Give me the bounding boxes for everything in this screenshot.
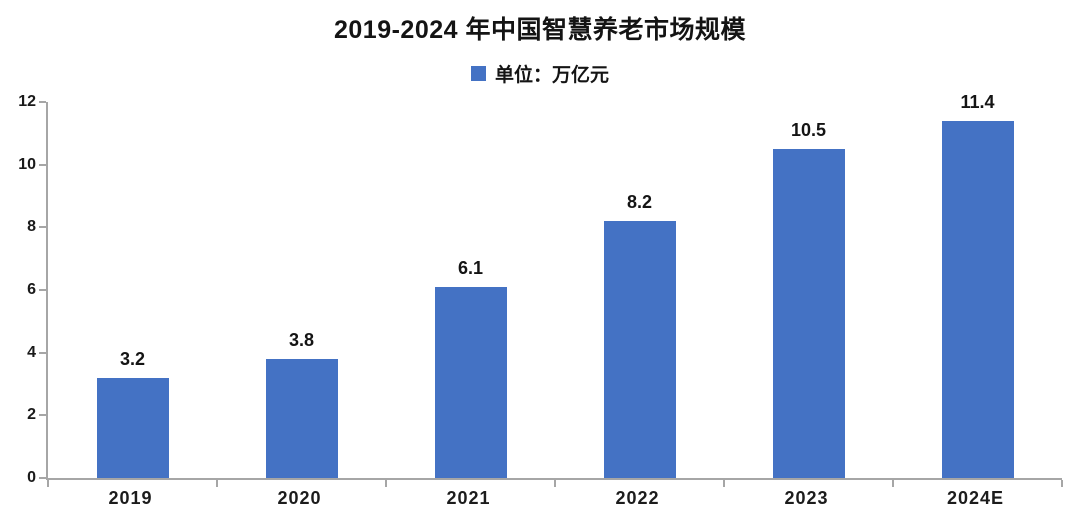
bar-cell: 3.8 [217, 102, 386, 478]
bars-container: 3.2 3.8 6.1 8.2 10.5 11.4 [48, 93, 1062, 478]
chart-title: 2019-2024 年中国智慧养老市场规模 [333, 16, 746, 44]
x-axis-tick-label: 2023 [784, 488, 829, 508]
y-axis-tick-mark [39, 163, 46, 166]
bar [434, 286, 507, 478]
x-axis-tick-label: 2020 [277, 488, 322, 508]
y-axis-tick-label: 6 [27, 281, 36, 298]
x-axis-tick-mark [215, 480, 218, 487]
bar-cell: 6.1 [386, 102, 555, 478]
x-axis-tick-label: 2021 [446, 488, 491, 508]
bar-cell: 3.2 [48, 102, 217, 478]
y-axis-tick-mark [39, 101, 46, 103]
legend-label: 单位：万亿元 [494, 65, 609, 86]
y-axis-tick-mark [39, 289, 46, 291]
x-axis-tick-mark [722, 480, 725, 487]
y-axis-tick-label: 2 [27, 406, 36, 424]
y-axis-tick-mark [39, 351, 46, 354]
bar-value-label: 11.4 [960, 91, 995, 112]
bar [96, 377, 169, 478]
legend-marker-icon [470, 66, 486, 81]
bar-value-label: 8.2 [626, 192, 653, 213]
bar-value-label: 10.5 [790, 120, 827, 140]
x-axis-tick-mark [384, 480, 387, 487]
x-axis-tick-label: 2022 [615, 488, 660, 508]
x-axis-tick-label: 2019 [108, 488, 153, 508]
bar-cell: 10.5 [724, 102, 893, 478]
y-axis-tick-label: 4 [27, 343, 36, 361]
bar-value-label: 6.1 [457, 257, 484, 278]
bar-cell: 8.2 [555, 102, 724, 478]
bar [772, 149, 845, 478]
bar [941, 120, 1014, 478]
x-axis-tick-mark [1061, 480, 1063, 487]
x-axis-tick-label: 2024E [946, 488, 1005, 508]
bar-value-label: 3.8 [288, 329, 315, 350]
x-axis-tick-mark [892, 480, 894, 487]
y-axis-tick-mark [39, 226, 46, 229]
y-axis-tick-label: 12 [18, 93, 36, 110]
bar [603, 221, 676, 478]
x-axis-labels: 2019 2020 2021 2022 2023 2024E [46, 488, 1060, 509]
y-axis-tick-label: 0 [27, 469, 36, 486]
y-axis-tick-label: 8 [27, 218, 36, 236]
x-axis-tick-mark [554, 480, 556, 487]
bar-cell: 11.4 [893, 93, 1062, 478]
y-axis-labels: 0 2 4 6 8 10 12 [0, 94, 36, 486]
bar [265, 358, 338, 478]
y-axis-tick-mark [39, 414, 46, 417]
legend: 单位：万亿元 [0, 60, 1080, 87]
x-axis-tick-mark [47, 480, 49, 487]
y-axis-tick-mark [39, 477, 46, 479]
y-axis-tick-label: 10 [18, 155, 36, 173]
bar-value-label: 3.2 [119, 348, 146, 369]
plot-area: 3.2 3.8 6.1 8.2 10.5 11.4 [39, 93, 1063, 487]
